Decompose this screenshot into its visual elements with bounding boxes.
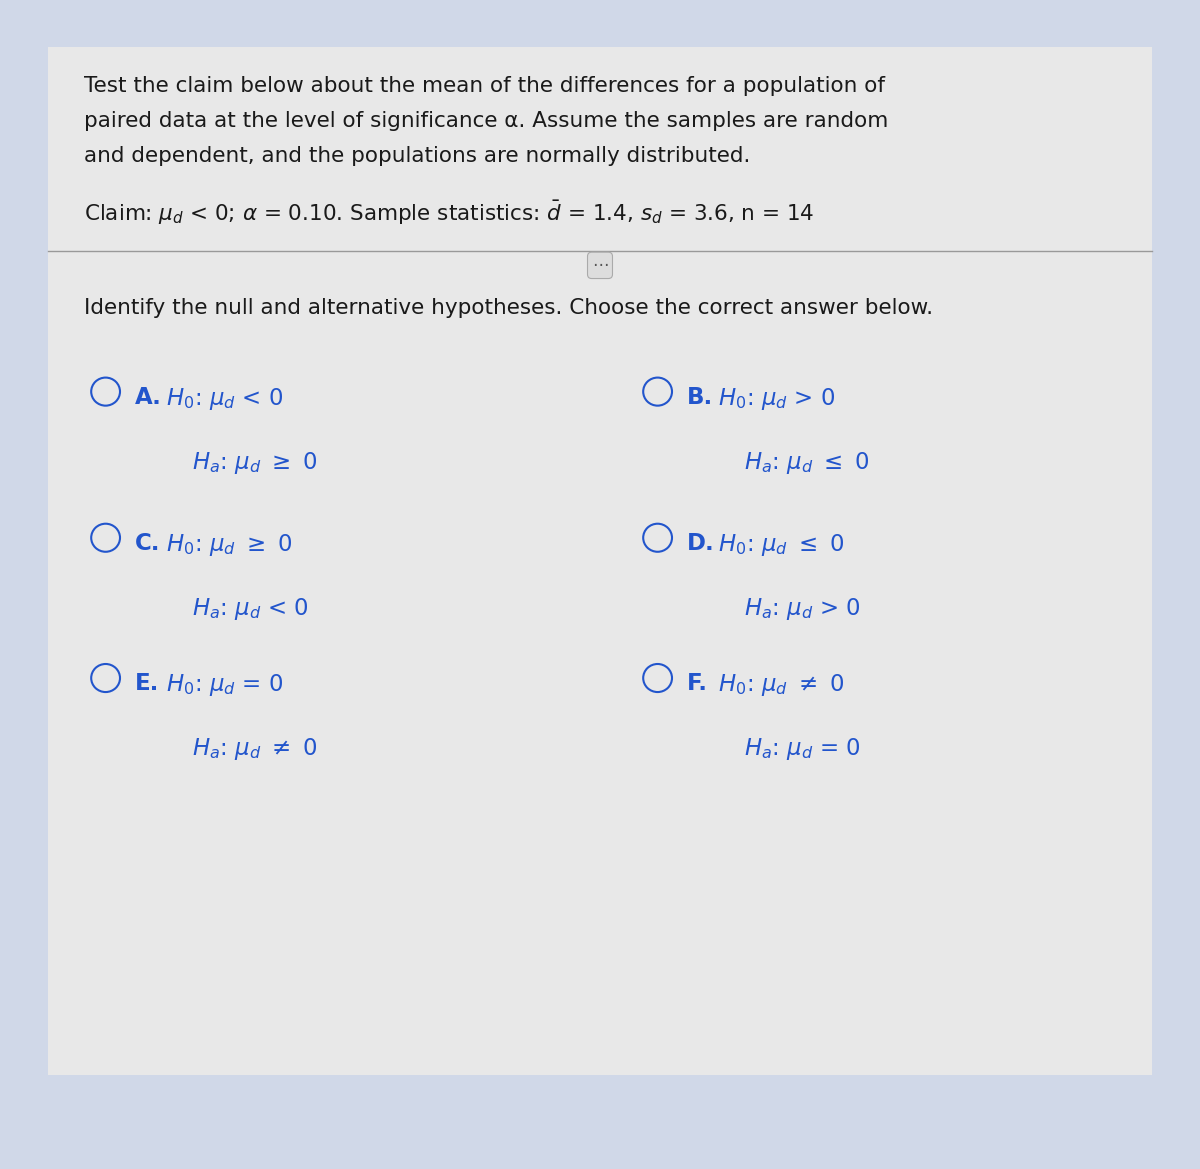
- Text: C.: C.: [134, 532, 160, 555]
- Text: $H_a$: $\mu_d$ $\leq$ 0: $H_a$: $\mu_d$ $\leq$ 0: [744, 450, 870, 476]
- Text: $H_0$: $\mu_d$ $\geq$ 0: $H_0$: $\mu_d$ $\geq$ 0: [166, 532, 292, 558]
- Text: ⋯: ⋯: [592, 256, 608, 275]
- Text: paired data at the level of significance α. Assume the samples are random: paired data at the level of significance…: [84, 111, 888, 131]
- Text: F.: F.: [686, 672, 708, 696]
- Text: Test the claim below about the mean of the differences for a population of: Test the claim below about the mean of t…: [84, 76, 886, 96]
- Text: Claim: $\mu_d$ < 0; $\alpha$ = 0.10. Sample statistics: $\bar{d}$ = 1.4, $s_d$ =: Claim: $\mu_d$ < 0; $\alpha$ = 0.10. Sam…: [84, 199, 815, 227]
- Text: B.: B.: [686, 386, 713, 409]
- Text: $H_a$: $\mu_d$ = 0: $H_a$: $\mu_d$ = 0: [744, 736, 860, 762]
- FancyBboxPatch shape: [48, 47, 1152, 1075]
- Text: $H_0$: $\mu_d$ $\neq$ 0: $H_0$: $\mu_d$ $\neq$ 0: [718, 672, 844, 698]
- Text: E.: E.: [134, 672, 158, 696]
- Text: $H_a$: $\mu_d$ < 0: $H_a$: $\mu_d$ < 0: [192, 596, 308, 622]
- Text: Identify the null and alternative hypotheses. Choose the correct answer below.: Identify the null and alternative hypoth…: [84, 298, 934, 318]
- Text: $H_a$: $\mu_d$ > 0: $H_a$: $\mu_d$ > 0: [744, 596, 860, 622]
- Text: A.: A.: [134, 386, 161, 409]
- Text: $H_0$: $\mu_d$ = 0: $H_0$: $\mu_d$ = 0: [166, 672, 283, 698]
- Text: $H_0$: $\mu_d$ > 0: $H_0$: $\mu_d$ > 0: [718, 386, 835, 411]
- Text: $H_a$: $\mu_d$ $\neq$ 0: $H_a$: $\mu_d$ $\neq$ 0: [192, 736, 318, 762]
- Text: $H_0$: $\mu_d$ < 0: $H_0$: $\mu_d$ < 0: [166, 386, 283, 411]
- Text: $H_a$: $\mu_d$ $\geq$ 0: $H_a$: $\mu_d$ $\geq$ 0: [192, 450, 318, 476]
- Text: and dependent, and the populations are normally distributed.: and dependent, and the populations are n…: [84, 146, 750, 166]
- Text: $H_0$: $\mu_d$ $\leq$ 0: $H_0$: $\mu_d$ $\leq$ 0: [718, 532, 844, 558]
- Text: D.: D.: [686, 532, 714, 555]
